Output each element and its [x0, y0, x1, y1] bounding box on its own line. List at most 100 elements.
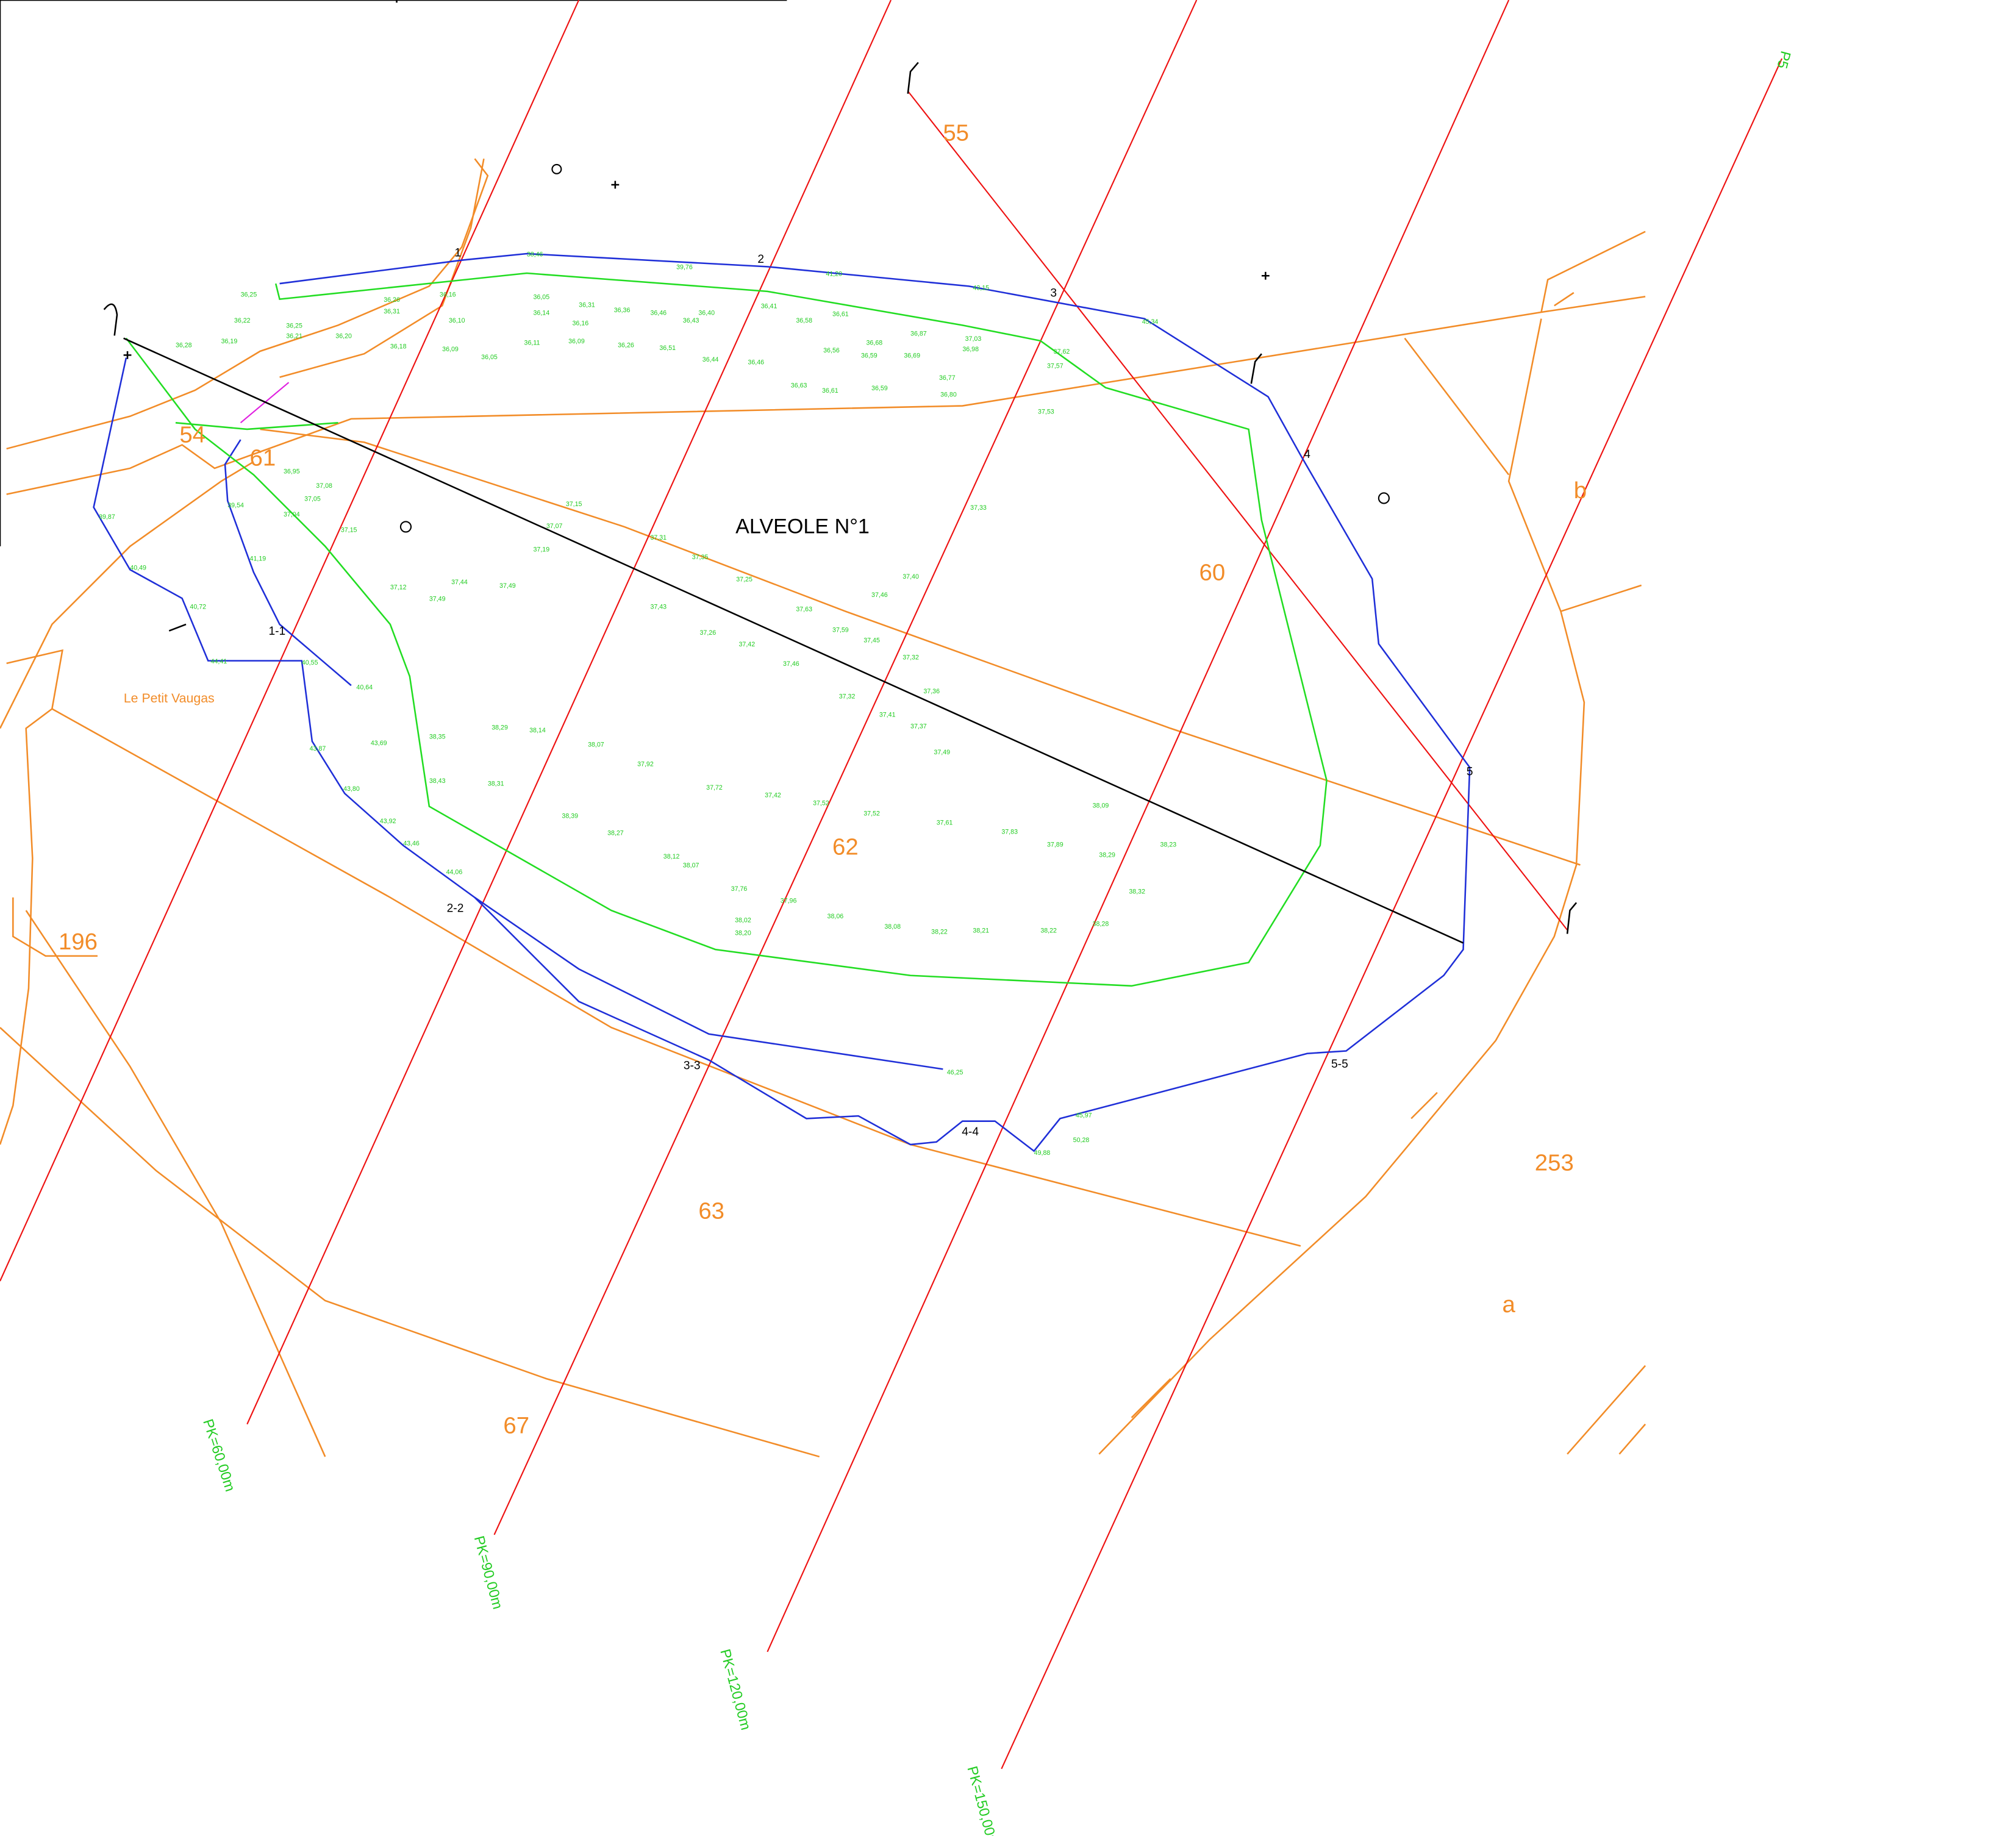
spot-elevation: 37,08 [316, 482, 332, 490]
spot-elevation: 36,58 [796, 317, 812, 324]
spot-elevation: 37,15 [566, 501, 582, 508]
spot-elevation: 36,41 [761, 303, 777, 310]
spot-elevation: 36,09 [442, 346, 459, 353]
spot-elevation: 36,31 [579, 301, 595, 309]
spot-elevation: 38,20 [735, 930, 751, 937]
parcel-number: 54 [179, 421, 206, 448]
spot-elevation: 36,59 [861, 352, 878, 360]
spot-elevation: 38,12 [663, 853, 680, 860]
spot-elevation: 43,15 [973, 285, 989, 292]
spot-elevation: 38,39 [562, 813, 578, 820]
section-marker: 3-3 [684, 1059, 701, 1072]
spot-elevation: 37,15 [341, 526, 357, 534]
spot-elevation: 39,76 [676, 264, 693, 271]
parcel-number: 63 [698, 1198, 724, 1224]
parcel-number: 196 [59, 929, 98, 955]
spot-elevation: 36,36 [614, 307, 631, 314]
spot-elevation: 36,68 [867, 339, 883, 346]
spot-elevation: 38,23 [1160, 841, 1177, 849]
spot-elevation: 37,49 [499, 582, 516, 590]
spot-elevation: 44,41 [211, 658, 227, 665]
spot-elevation: 41,19 [250, 555, 266, 562]
frame [0, 0, 787, 546]
spot-elevation: 36,87 [910, 330, 927, 337]
section-marker: 5 [1467, 765, 1473, 778]
place-name: Le Petit Vaugas [124, 691, 215, 705]
spot-elevation: 43,92 [380, 818, 396, 825]
profile-lines [0, 0, 1783, 1770]
spot-elevation: 36,31 [384, 308, 400, 315]
parcel-number: 67 [503, 1413, 529, 1439]
spot-elevation: 36,16 [440, 291, 456, 298]
spot-elevation: 36,61 [832, 310, 849, 318]
spot-elevation: 36,18 [390, 343, 407, 351]
spot-elevation: 37,45 [863, 637, 880, 645]
spot-elevation: 37,26 [700, 629, 717, 637]
spot-elevation: 37,89 [1047, 841, 1063, 849]
spot-elevation: 36,25 [286, 323, 302, 330]
section-marker: 2 [757, 253, 764, 266]
profile-label: PK=120,00m [717, 1648, 754, 1732]
spot-elevation: 43,69 [371, 740, 387, 747]
spot-elevation: 36,11 [524, 339, 540, 346]
spot-elevation: 36,46 [748, 359, 764, 366]
parcel-boundaries [0, 158, 1646, 1458]
profile-label: P5 [1774, 49, 1794, 70]
spot-elevation: 38,29 [1099, 852, 1115, 859]
spot-elevation: 44,06 [446, 868, 463, 876]
spot-elevation: 40,72 [190, 603, 206, 610]
spot-elevation: 36,46 [650, 309, 667, 316]
spot-elevation: 37,35 [692, 554, 709, 561]
parcel-number: 61 [250, 445, 276, 471]
parcel-number: 55 [943, 120, 969, 146]
spot-elevation: 38,46 [527, 251, 543, 258]
spot-elevation: 36,80 [940, 391, 957, 399]
spot-elevation: 37,92 [637, 760, 654, 768]
spot-elevation: 37,42 [765, 792, 781, 799]
spot-elevation: 38,09 [1093, 802, 1109, 810]
spot-elevation: 37,37 [910, 723, 927, 730]
spot-elevation: 37,49 [934, 749, 950, 756]
parcel-number: a [1502, 1291, 1515, 1318]
spot-elevation: 37,42 [738, 641, 755, 648]
survey-symbols [103, 62, 1578, 934]
spot-elevation: 37,72 [706, 784, 723, 791]
spot-elevation: 37,43 [650, 603, 667, 610]
spot-elevation: 36,59 [871, 385, 888, 392]
spot-elevation: 37,07 [546, 523, 563, 530]
spot-elevation: 37,19 [533, 546, 549, 553]
spot-elevation: 38,28 [1093, 921, 1109, 928]
spot-elevation: 38,43 [429, 777, 446, 785]
spot-elevation: 43,46 [403, 840, 420, 847]
spot-elevation: 38,35 [429, 734, 446, 741]
profile-label: PK=150,00m [964, 1765, 1001, 1836]
spot-elevation: 36,26 [384, 296, 400, 304]
spot-elevation: 38,07 [588, 741, 604, 748]
parcel-number: b [1574, 477, 1587, 504]
spot-elevation: 37,61 [937, 819, 953, 826]
profile-label: PK=90,00m [471, 1534, 506, 1611]
spot-elevation: 37,53 [1038, 408, 1054, 415]
section-marker: 4 [1304, 448, 1310, 461]
spot-elevation: 37,03 [965, 335, 982, 343]
spot-elevation: 45,97 [1076, 1112, 1092, 1119]
spot-elevation: 36,16 [572, 320, 588, 327]
spot-elevation: 38,08 [884, 923, 901, 931]
spot-elevation: 36,19 [221, 338, 238, 345]
spot-elevation: 36,51 [659, 345, 676, 352]
spot-elevation: 36,10 [449, 317, 465, 324]
spot-elevation: 37,83 [1001, 828, 1018, 835]
spot-elevation: 36,43 [683, 317, 699, 324]
spot-elevation: 38,22 [1040, 927, 1057, 934]
spot-elevation: 36,40 [698, 309, 715, 316]
spot-elevation: 43,87 [310, 745, 326, 752]
spot-elevation: 37,32 [839, 693, 856, 700]
section-marker: 1-1 [268, 625, 285, 638]
spot-elevation: 46,25 [947, 1069, 963, 1076]
spot-elevation: 37,57 [1047, 363, 1063, 370]
spot-elevation: 37,25 [736, 576, 752, 584]
spot-elevation: 38,29 [491, 724, 508, 732]
spot-elevation: 37,05 [304, 495, 321, 502]
